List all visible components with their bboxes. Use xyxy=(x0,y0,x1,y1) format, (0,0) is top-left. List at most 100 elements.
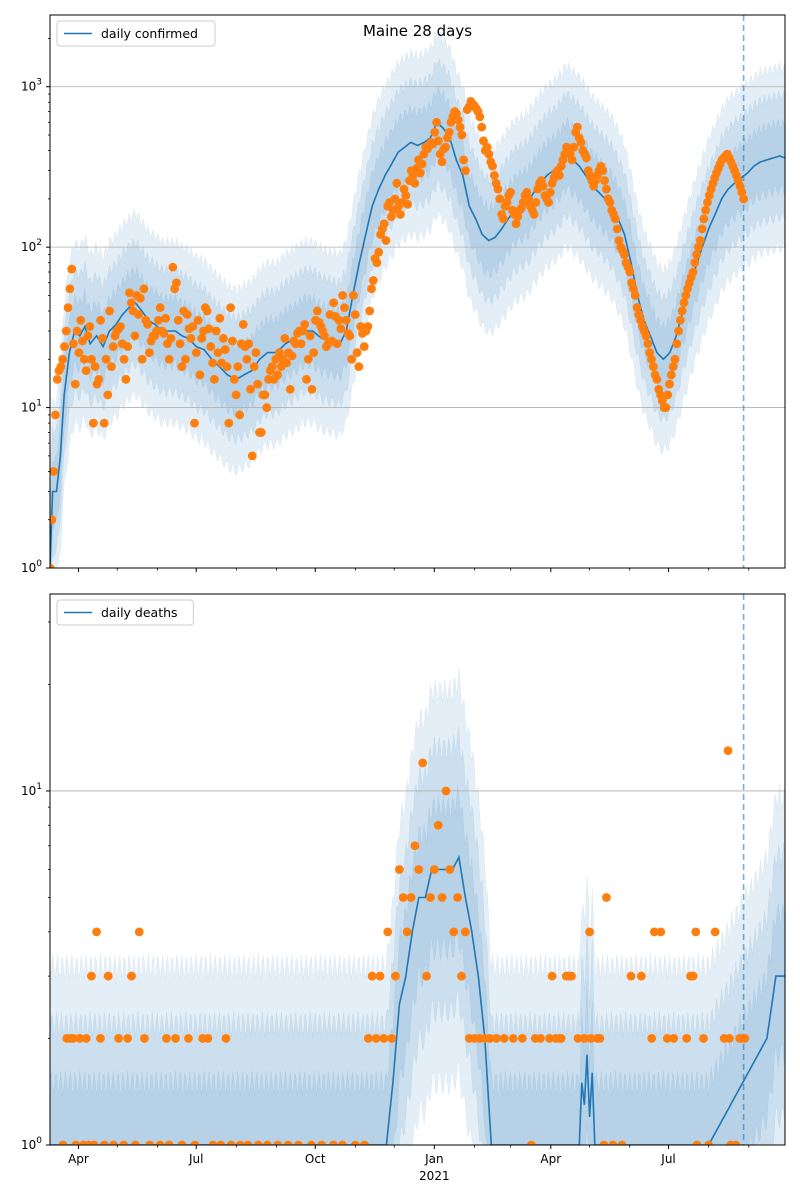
data-point xyxy=(701,205,711,215)
data-point xyxy=(285,384,295,394)
data-point xyxy=(177,362,187,372)
data-point xyxy=(430,127,440,137)
data-point xyxy=(88,418,98,428)
data-point xyxy=(371,1034,381,1043)
data-point xyxy=(334,315,344,325)
data-point xyxy=(383,927,393,937)
data-point xyxy=(453,115,463,125)
data-point xyxy=(391,971,400,981)
data-point xyxy=(495,194,505,204)
data-point xyxy=(724,1034,734,1043)
data-point xyxy=(630,291,640,300)
data-point xyxy=(65,284,75,294)
data-point xyxy=(508,1034,518,1043)
data-point xyxy=(130,331,140,341)
data-point xyxy=(159,328,169,338)
data-point xyxy=(529,210,539,219)
data-point xyxy=(665,379,674,389)
x-tick-label: Oct xyxy=(305,1152,326,1166)
data-point xyxy=(682,1034,692,1043)
data-point xyxy=(350,1140,360,1145)
data-point xyxy=(641,331,651,341)
data-point xyxy=(602,893,611,902)
data-point xyxy=(296,339,306,349)
data-point xyxy=(363,1034,373,1043)
data-point xyxy=(218,333,228,343)
data-point xyxy=(87,354,96,364)
data-point xyxy=(116,322,125,331)
data-point xyxy=(441,786,451,796)
data-point xyxy=(305,331,315,341)
data-point xyxy=(208,358,217,368)
data-point xyxy=(114,1034,123,1043)
data-point xyxy=(283,1140,293,1145)
data-point xyxy=(204,324,214,334)
data-point xyxy=(657,396,667,406)
data-point xyxy=(175,339,185,349)
data-point xyxy=(209,374,219,384)
data-point xyxy=(530,1034,540,1043)
data-point xyxy=(107,362,116,372)
data-point xyxy=(99,1140,109,1145)
data-point xyxy=(422,971,431,981)
data-point xyxy=(244,339,254,349)
data-point xyxy=(703,198,712,207)
data-point xyxy=(390,194,400,204)
data-point xyxy=(300,319,310,329)
data-point xyxy=(498,214,508,224)
data-point xyxy=(61,326,71,336)
data-point xyxy=(235,1140,245,1145)
data-point xyxy=(69,339,78,349)
data-point xyxy=(679,298,689,308)
series-line xyxy=(50,854,785,1145)
data-point xyxy=(617,1140,627,1145)
data-point xyxy=(125,288,134,298)
data-point xyxy=(656,927,666,937)
data-point xyxy=(208,1140,218,1145)
data-point xyxy=(368,276,378,285)
legend-label: daily confirmed xyxy=(101,26,198,41)
legend: daily confirmed xyxy=(56,20,216,47)
data-point xyxy=(372,258,382,268)
data-point xyxy=(444,127,454,137)
data-point xyxy=(317,1140,327,1145)
data-point xyxy=(226,303,236,312)
data-point xyxy=(89,1140,99,1145)
y-tick-label: 101 xyxy=(21,399,42,415)
data-point xyxy=(298,326,308,336)
data-point xyxy=(341,315,351,325)
data-point xyxy=(632,303,642,312)
data-point xyxy=(67,264,77,274)
data-point xyxy=(332,339,342,349)
data-point xyxy=(126,298,136,308)
data-point xyxy=(675,315,685,325)
data-point xyxy=(273,370,282,380)
data-point xyxy=(99,418,109,428)
data-point xyxy=(488,161,497,171)
data-point xyxy=(233,362,243,372)
data-point xyxy=(83,331,93,341)
data-point xyxy=(303,354,313,364)
uncertainty-band-inner xyxy=(50,785,785,1145)
data-point xyxy=(545,187,555,197)
data-point xyxy=(262,1140,272,1145)
data-point xyxy=(692,250,702,259)
data-point xyxy=(499,1034,509,1043)
data-point xyxy=(127,971,136,981)
data-point xyxy=(224,418,234,428)
legend: daily deaths xyxy=(56,599,194,626)
data-point xyxy=(410,841,420,851)
data-point xyxy=(626,971,636,981)
data-point xyxy=(193,315,203,325)
data-point xyxy=(441,142,450,152)
data-point xyxy=(58,1140,68,1145)
data-point xyxy=(417,159,427,169)
data-point xyxy=(460,927,470,937)
data-point xyxy=(582,153,591,163)
data-point xyxy=(619,250,629,259)
data-point xyxy=(87,971,96,981)
data-point xyxy=(222,362,232,372)
data-point xyxy=(662,1034,672,1043)
data-point xyxy=(545,1034,554,1043)
data-point xyxy=(477,122,487,132)
